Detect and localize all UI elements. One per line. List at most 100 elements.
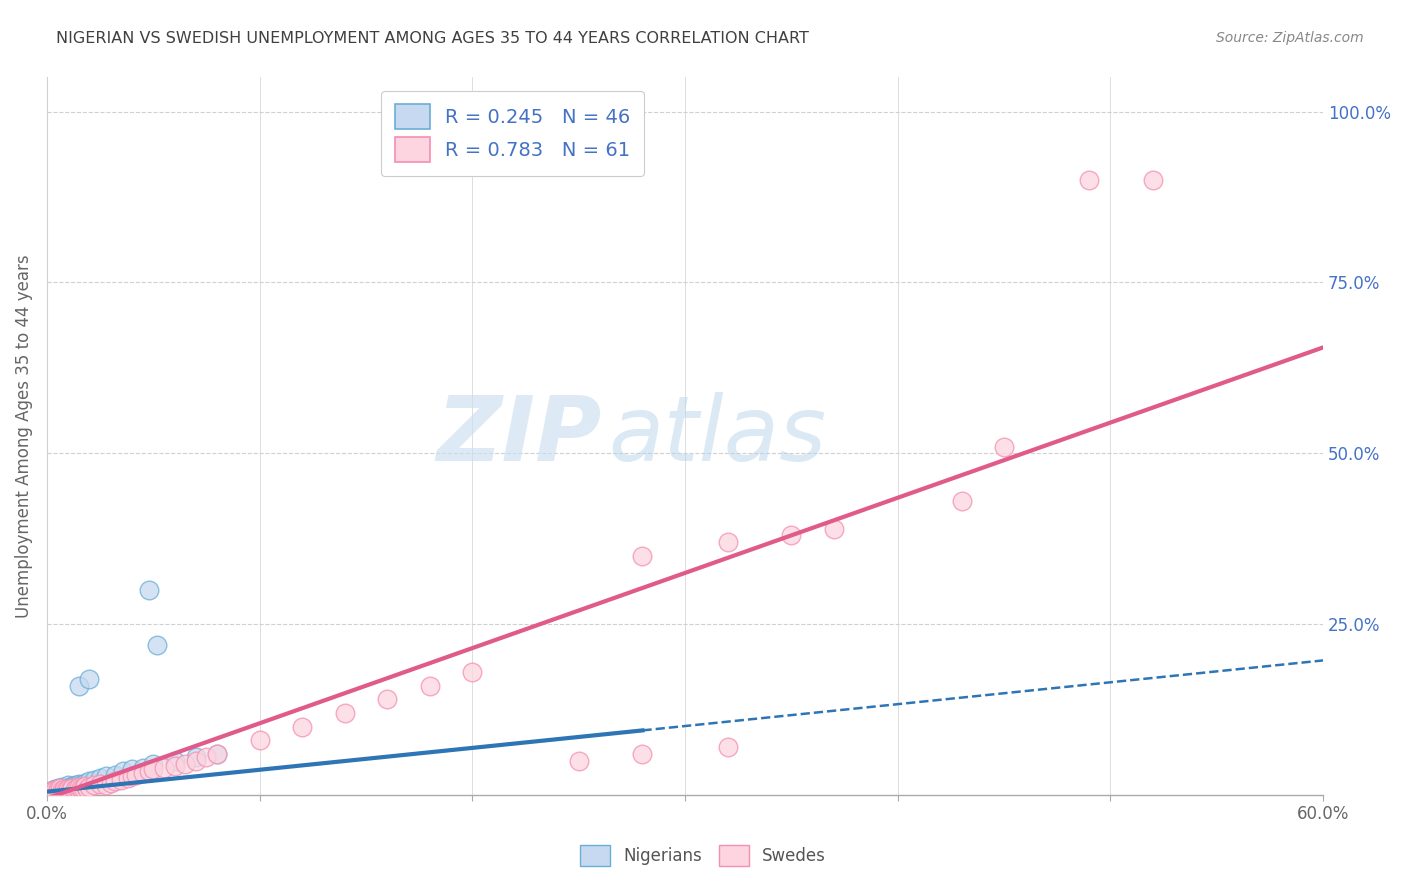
- Point: [44, 784, 66, 798]
- Point: [46, 781, 69, 796]
- Point: [72, 780, 94, 795]
- Point: [44, 782, 66, 797]
- Point: [52, 782, 75, 797]
- Point: [56, 784, 79, 798]
- Text: atlas: atlas: [609, 392, 827, 480]
- Point: [142, 757, 165, 772]
- Point: [67, 780, 90, 794]
- Point: [44, 784, 66, 798]
- Point: [125, 767, 148, 781]
- Point: [42, 783, 65, 797]
- Point: [104, 774, 127, 789]
- Point: [195, 750, 218, 764]
- Point: [38, 786, 60, 800]
- Point: [89, 771, 111, 785]
- Point: [174, 757, 197, 772]
- Point: [568, 754, 591, 768]
- Point: [823, 522, 845, 536]
- Point: [83, 779, 105, 793]
- Point: [67, 777, 90, 791]
- Point: [100, 776, 122, 790]
- Point: [67, 782, 90, 797]
- Point: [461, 665, 484, 679]
- Point: [39, 784, 62, 798]
- Point: [51, 784, 73, 798]
- Point: [79, 780, 101, 794]
- Point: [950, 494, 973, 508]
- Point: [66, 779, 89, 793]
- Point: [138, 764, 160, 779]
- Point: [89, 777, 111, 791]
- Point: [205, 747, 228, 761]
- Y-axis label: Unemployment Among Ages 35 to 44 years: Unemployment Among Ages 35 to 44 years: [15, 254, 32, 618]
- Legend: Nigerians, Swedes: Nigerians, Swedes: [574, 838, 832, 873]
- Point: [46, 784, 69, 798]
- Point: [631, 549, 654, 563]
- Point: [52, 781, 75, 796]
- Point: [63, 778, 86, 792]
- Point: [42, 782, 65, 797]
- Point: [70, 778, 93, 792]
- Point: [419, 679, 441, 693]
- Point: [70, 781, 93, 796]
- Point: [48, 781, 70, 796]
- Point: [375, 692, 398, 706]
- Point: [205, 747, 228, 761]
- Point: [62, 779, 84, 793]
- Point: [184, 750, 207, 764]
- Point: [51, 781, 73, 796]
- Point: [291, 720, 314, 734]
- Point: [163, 759, 186, 773]
- Point: [63, 781, 86, 796]
- Point: [716, 740, 738, 755]
- Point: [48, 784, 70, 798]
- Point: [79, 774, 101, 789]
- Point: [55, 781, 77, 796]
- Point: [67, 679, 90, 693]
- Point: [716, 535, 738, 549]
- Point: [44, 781, 66, 796]
- Point: [59, 782, 82, 797]
- Point: [44, 783, 66, 797]
- Point: [52, 781, 75, 796]
- Point: [48, 783, 70, 797]
- Point: [131, 766, 153, 780]
- Point: [51, 783, 73, 797]
- Point: [75, 776, 97, 790]
- Point: [76, 781, 98, 796]
- Point: [42, 785, 65, 799]
- Point: [48, 780, 70, 795]
- Point: [42, 784, 65, 798]
- Point: [39, 785, 62, 799]
- Point: [51, 780, 73, 794]
- Point: [780, 528, 803, 542]
- Point: [39, 784, 62, 798]
- Point: [153, 761, 176, 775]
- Point: [184, 754, 207, 768]
- Point: [46, 782, 69, 797]
- Point: [96, 769, 118, 783]
- Point: [46, 781, 69, 796]
- Point: [131, 761, 153, 775]
- Point: [56, 781, 79, 796]
- Point: [55, 783, 77, 797]
- Point: [112, 764, 135, 779]
- Point: [42, 783, 65, 797]
- Point: [52, 784, 75, 798]
- Point: [66, 780, 89, 795]
- Point: [121, 762, 143, 776]
- Point: [96, 778, 118, 792]
- Point: [138, 582, 160, 597]
- Point: [117, 771, 139, 785]
- Point: [56, 779, 79, 793]
- Point: [79, 672, 101, 686]
- Point: [993, 440, 1015, 454]
- Point: [110, 772, 132, 787]
- Point: [48, 782, 70, 797]
- Text: NIGERIAN VS SWEDISH UNEMPLOYMENT AMONG AGES 35 TO 44 YEARS CORRELATION CHART: NIGERIAN VS SWEDISH UNEMPLOYMENT AMONG A…: [56, 31, 808, 46]
- Point: [59, 780, 82, 794]
- Point: [56, 780, 79, 795]
- Point: [249, 733, 271, 747]
- Point: [142, 762, 165, 776]
- Text: ZIP: ZIP: [437, 392, 602, 480]
